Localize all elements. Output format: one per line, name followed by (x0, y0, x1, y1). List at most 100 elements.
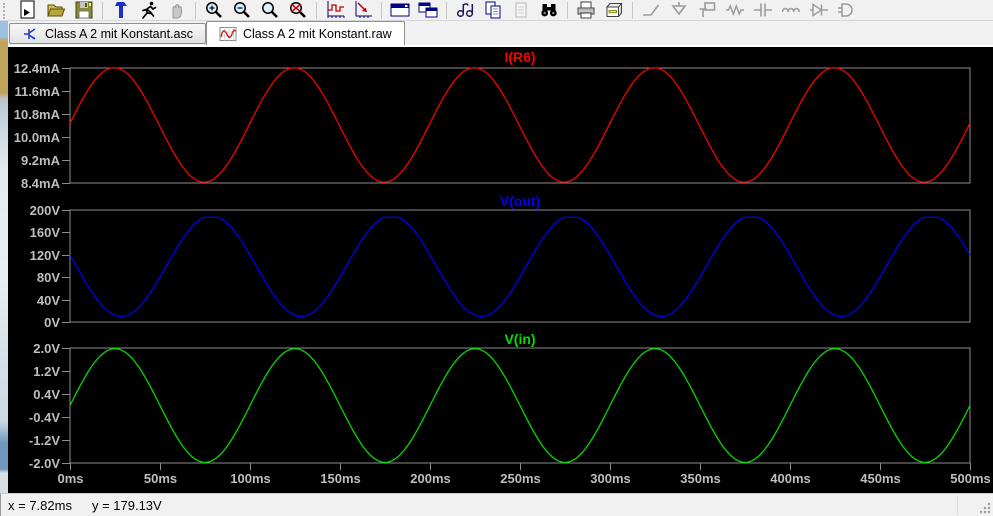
schematic-icon (22, 26, 39, 42)
resistor-icon (725, 0, 745, 20)
background-windows-strip (0, 21, 8, 493)
y-tick-label: 8.4mA (21, 176, 61, 191)
trace-V(in)[interactable] (70, 349, 970, 463)
window-icon (390, 0, 410, 20)
y-tick-label: 1.2V (33, 364, 60, 379)
toolbar-separator (102, 2, 103, 19)
status-bar-divider (957, 496, 958, 515)
tab-waveform-label: Class A 2 mit Konstant.raw (243, 27, 392, 41)
find-binoculars-icon (539, 0, 559, 20)
y-tick-label: 10.0mA (14, 130, 61, 145)
print-setup-button[interactable] (602, 0, 626, 20)
autorange-y-icon (325, 0, 345, 20)
toolbar-separator (381, 2, 382, 19)
inductor-icon (781, 0, 801, 20)
plot-settings-button[interactable] (351, 0, 375, 20)
new-schematic-icon (18, 0, 38, 20)
zoom-out-icon (232, 0, 252, 20)
zoom-fit-icon (260, 0, 280, 20)
x-tick-label: 150ms (320, 471, 360, 486)
y-tick-label: 2.0V (33, 341, 60, 356)
tab-schematic[interactable]: Class A 2 mit Konstant.asc (9, 23, 206, 44)
copy-icon (483, 0, 503, 20)
inductor-button (779, 0, 803, 20)
pane-title-V(out): V(out) (500, 193, 540, 209)
control-panel-hammer-icon (111, 0, 131, 20)
toolbar-separator (567, 2, 568, 19)
zoom-area-button[interactable] (202, 0, 226, 20)
zoom-fit-button[interactable] (258, 0, 282, 20)
x-tick-label: 350ms (680, 471, 720, 486)
waveform-viewer[interactable]: I(R6)12.4mA11.6mA10.8mA10.0mA9.2mA8.4mAV… (8, 47, 993, 493)
net-label-button (695, 0, 719, 20)
y-tick-label: 120V (30, 248, 61, 263)
y-tick-label: 11.6mA (14, 84, 60, 99)
plot-settings-icon (353, 0, 373, 20)
new-schematic-button[interactable] (16, 0, 40, 20)
y-tick-label: 0.4V (33, 387, 60, 402)
status-bar: x = 7.82ms y = 179.13V (0, 493, 993, 516)
ground-button (667, 0, 691, 20)
print-button[interactable] (574, 0, 598, 20)
y-tick-label: -2.0V (29, 456, 60, 471)
net-label-icon (697, 0, 717, 20)
copy-button[interactable] (481, 0, 505, 20)
x-tick-label: 200ms (410, 471, 450, 486)
save-floppy-icon (74, 0, 94, 20)
paste-icon (511, 0, 531, 20)
tab-schematic-label: Class A 2 mit Konstant.asc (45, 27, 193, 41)
run-button[interactable] (137, 0, 161, 20)
diode-button (807, 0, 831, 20)
x-tick-label: 300ms (590, 471, 630, 486)
open-folder-icon (46, 0, 66, 20)
trace-I(R6)[interactable] (70, 68, 970, 182)
cascade-windows-button[interactable] (416, 0, 440, 20)
x-tick-label: 250ms (500, 471, 540, 486)
open-button[interactable] (44, 0, 68, 20)
toolbar-separator (195, 2, 196, 19)
print-icon (576, 0, 596, 20)
wire-button (639, 0, 663, 20)
ground-icon (669, 0, 689, 20)
x-tick-label: 50ms (144, 471, 177, 486)
trace-V(out)[interactable] (70, 217, 970, 316)
zoom-back-button[interactable] (230, 0, 254, 20)
component-button (835, 0, 859, 20)
netlist-button[interactable] (453, 0, 477, 20)
control-panel-button[interactable] (109, 0, 133, 20)
y-tick-label: 200V (30, 203, 61, 218)
y-tick-label: 12.4mA (14, 61, 61, 76)
new-plot-pane-button[interactable] (388, 0, 412, 20)
y-tick-label: 40V (37, 293, 60, 308)
ltspice-window: Class A 2 mit Konstant.asc Class A 2 mit… (0, 0, 993, 516)
y-tick-label: 160V (30, 225, 61, 240)
netlist-icon (455, 0, 475, 20)
tab-bar: Class A 2 mit Konstant.asc Class A 2 mit… (0, 21, 993, 45)
x-tick-label: 400ms (770, 471, 810, 486)
y-tick-label: -1.2V (29, 433, 60, 448)
y-tick-label: 80V (37, 270, 60, 285)
toolbar-separator (446, 2, 447, 19)
resistor-button (723, 0, 747, 20)
save-button[interactable] (72, 0, 96, 20)
status-y-readout: y = 179.13V (92, 498, 162, 513)
capacitor-button (751, 0, 775, 20)
x-tick-label: 100ms (230, 471, 270, 486)
zoom-undo-button[interactable] (286, 0, 310, 20)
find-button[interactable] (537, 0, 561, 20)
pane-border-V(out)[interactable] (70, 210, 970, 322)
toolbar-grip[interactable] (3, 3, 8, 19)
y-tick-label: 0V (44, 315, 60, 330)
zoom-in-icon (204, 0, 224, 20)
print-setup-icon (604, 0, 624, 20)
autorange-y-button[interactable] (323, 0, 347, 20)
wire-icon (641, 0, 661, 20)
y-tick-label: -0.4V (29, 410, 60, 425)
resize-grip[interactable] (978, 501, 992, 515)
waveform-icon (219, 26, 237, 42)
paste-button (509, 0, 533, 20)
waveform-plot[interactable]: I(R6)12.4mA11.6mA10.8mA10.0mA9.2mA8.4mAV… (8, 47, 993, 493)
capacitor-icon (753, 0, 773, 20)
pane-title-V(in): V(in) (504, 331, 535, 347)
tab-waveform[interactable]: Class A 2 mit Konstant.raw (206, 21, 405, 45)
